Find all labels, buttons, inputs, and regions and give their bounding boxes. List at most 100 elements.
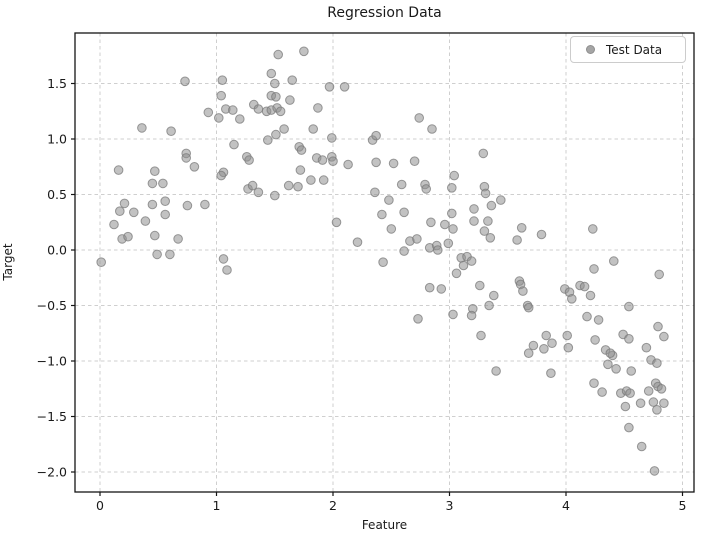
data-point [285, 95, 295, 105]
data-point [313, 103, 323, 113]
data-point [371, 130, 381, 141]
data-point [443, 238, 454, 249]
data-point [567, 294, 577, 304]
data-point [585, 290, 596, 301]
data-point [466, 256, 477, 266]
data-point [218, 254, 229, 264]
data-point [546, 368, 556, 379]
data-point [652, 358, 662, 369]
data-point [113, 165, 124, 175]
data-point [96, 257, 106, 268]
data-point [447, 183, 457, 193]
data-point [562, 330, 573, 341]
data-point [228, 105, 238, 115]
data-point [235, 114, 245, 124]
y-tick-label: 1.5 [47, 76, 67, 91]
data-point [271, 129, 281, 140]
data-point [343, 159, 353, 170]
x-tick-label: 3 [446, 498, 454, 513]
legend[interactable]: Test Data [570, 36, 686, 63]
data-point [295, 165, 306, 175]
y-tick-label: 0.0 [47, 243, 67, 258]
data-point [652, 405, 662, 415]
data-point [173, 234, 183, 244]
data-point [160, 209, 170, 220]
data-point [244, 155, 254, 165]
data-point [605, 348, 616, 359]
data-point [160, 196, 170, 206]
data-point [466, 310, 477, 321]
x-tick-label: 0 [96, 498, 104, 513]
data-point [625, 388, 635, 399]
data-point [270, 78, 280, 89]
data-point [306, 175, 316, 185]
data-point [624, 422, 634, 433]
data-point [469, 216, 479, 226]
data-point [109, 219, 119, 230]
data-point [436, 284, 447, 294]
data-point [271, 92, 281, 102]
data-point [152, 249, 162, 260]
data-point [293, 181, 303, 192]
data-point [308, 124, 319, 134]
data-point [643, 386, 654, 396]
data-point [299, 46, 309, 57]
data-point [589, 378, 599, 389]
data-point [433, 245, 443, 255]
data-point [480, 188, 491, 199]
data-point [448, 224, 458, 234]
data-point [283, 180, 294, 191]
data-point [421, 184, 432, 194]
x-tick-label: 4 [562, 498, 570, 513]
data-point [181, 153, 191, 163]
data-point [597, 387, 607, 397]
data-point [140, 216, 151, 226]
data-point [440, 219, 450, 230]
axes-frame [74, 32, 695, 493]
data-point [137, 123, 147, 133]
data-point [203, 107, 214, 118]
data-point [469, 204, 479, 214]
data-point [541, 330, 552, 341]
data-point [247, 180, 258, 191]
data-point [518, 286, 528, 296]
data-point [123, 231, 133, 242]
y-tick-label: −1.5 [37, 409, 67, 424]
data-point [479, 226, 490, 236]
data-point [409, 156, 420, 166]
data-point [589, 264, 599, 274]
data-point [147, 178, 158, 189]
data-point [165, 249, 175, 260]
data-point [635, 398, 646, 409]
data-point [512, 235, 522, 245]
data-point [182, 200, 193, 211]
data-point [129, 207, 139, 218]
data-point [547, 338, 557, 349]
data-point [317, 155, 328, 165]
data-point [523, 348, 534, 359]
scatter-marker-icon [586, 45, 595, 54]
x-tick-label: 2 [329, 498, 337, 513]
data-point [273, 49, 284, 60]
data-point [115, 206, 125, 216]
data-point [582, 311, 592, 322]
data-point [483, 216, 493, 226]
chart-title: Regression Data [327, 5, 442, 21]
data-point [609, 256, 619, 266]
data-point [486, 200, 497, 211]
data-point [626, 366, 637, 376]
data-point [352, 237, 363, 247]
data-point [624, 301, 634, 312]
data-point [147, 199, 158, 210]
data-point [270, 190, 280, 201]
data-point [590, 335, 600, 345]
data-point [653, 321, 663, 332]
legend-label: Test Data [606, 42, 663, 57]
y-axis-label: Target [1, 243, 15, 281]
data-point [324, 82, 335, 92]
data-point [377, 209, 387, 220]
data-point [370, 187, 380, 198]
data-point [496, 195, 506, 205]
data-point [539, 344, 549, 354]
